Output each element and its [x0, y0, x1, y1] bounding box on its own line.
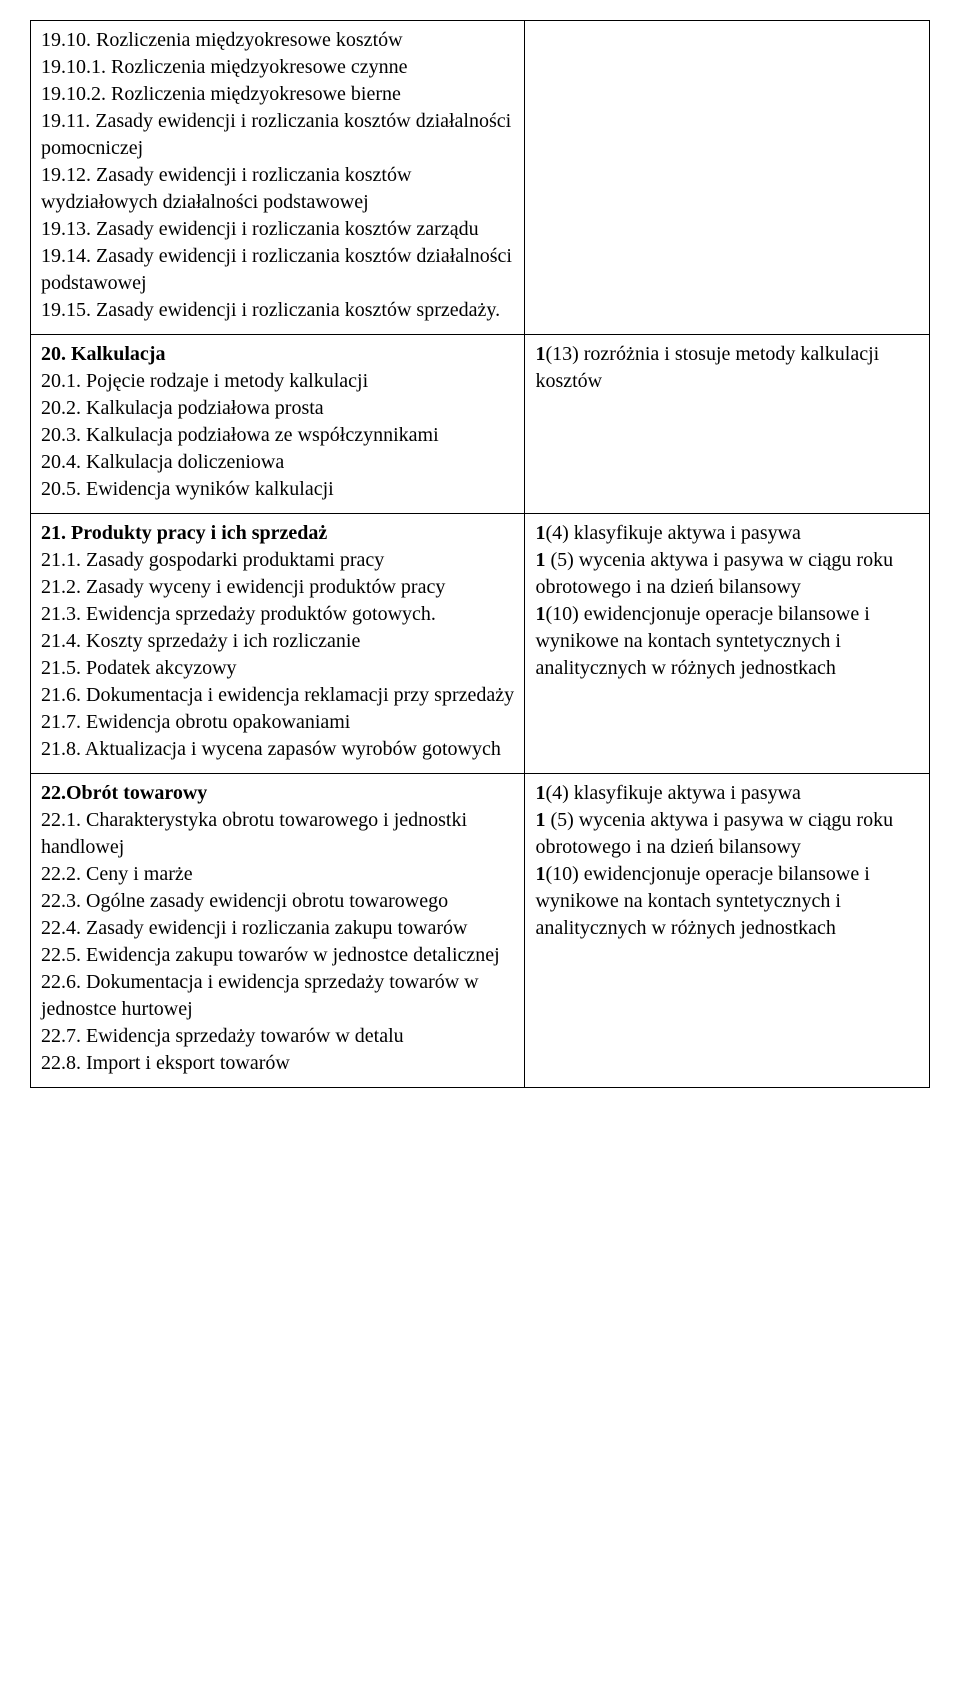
outcome-item: 1 (5) wycenia aktywa i pasywa w ciągu ro… [535, 547, 919, 601]
section-item: 22.6. Dokumentacja i ewidencja sprzedaży… [41, 969, 514, 1023]
outcome-item: 1(4) klasyfikuje aktywa i pasywa [535, 780, 919, 807]
section-item: 22.5. Ewidencja zakupu towarów w jednost… [41, 942, 514, 969]
text-run: 1 [535, 522, 545, 544]
section-item: 21.2. Zasady wyceny i ewidencji produktó… [41, 574, 514, 601]
right-cell: 1(4) klasyfikuje aktywa i pasywa1 (5) wy… [525, 774, 930, 1088]
section-item: 19.11. Zasady ewidencji i rozliczania ko… [41, 108, 514, 162]
section-item: 22.1. Charakterystyka obrotu towarowego … [41, 807, 514, 861]
text-run: 1 [535, 343, 545, 365]
left-cell: 19.10. Rozliczenia międzyokresowe kosztó… [31, 21, 525, 335]
right-cell [525, 21, 930, 335]
section-item: 19.10.2. Rozliczenia międzyokresowe bier… [41, 81, 514, 108]
section-item: 20.4. Kalkulacja doliczeniowa [41, 449, 514, 476]
outcome-item: 1(10) ewidencjonuje operacje bilansowe i… [535, 861, 919, 942]
table-row: 20. Kalkulacja20.1. Pojęcie rodzaje i me… [31, 335, 930, 514]
text-run: (10) ewidencjonuje operacje bilansowe i … [535, 603, 869, 679]
outcome-item: 1(13) rozróżnia i stosuje metody kalkula… [535, 341, 919, 395]
section-item: 22.3. Ogólne zasady ewidencji obrotu tow… [41, 888, 514, 915]
section-item: 21.4. Koszty sprzedaży i ich rozliczanie [41, 628, 514, 655]
section-heading: 21. Produkty pracy i ich sprzedaż [41, 520, 514, 547]
text-run: (4) klasyfikuje aktywa i pasywa [545, 522, 800, 544]
section-item: 20.1. Pojęcie rodzaje i metody kalkulacj… [41, 368, 514, 395]
outcome-item: 1(10) ewidencjonuje operacje bilansowe i… [535, 601, 919, 682]
syllabus-table: 19.10. Rozliczenia międzyokresowe kosztó… [30, 20, 930, 1088]
section-item: 22.2. Ceny i marże [41, 861, 514, 888]
section-item: 21.1. Zasady gospodarki produktami pracy [41, 547, 514, 574]
outcome-item: 1(4) klasyfikuje aktywa i pasywa [535, 520, 919, 547]
section-item: 22.8. Import i eksport towarów [41, 1050, 514, 1077]
section-item: 21.7. Ewidencja obrotu opakowaniami [41, 709, 514, 736]
outcome-item: 1 (5) wycenia aktywa i pasywa w ciągu ro… [535, 807, 919, 861]
section-item: 19.15. Zasady ewidencji i rozliczania ko… [41, 297, 514, 324]
section-item: 20.2. Kalkulacja podziałowa prosta [41, 395, 514, 422]
text-run: (13) rozróżnia i stosuje metody kalkulac… [535, 343, 879, 392]
text-run: (5) wycenia aktywa i pasywa w ciągu roku… [535, 549, 893, 598]
right-cell: 1(4) klasyfikuje aktywa i pasywa1 (5) wy… [525, 514, 930, 774]
text-run: (5) wycenia aktywa i pasywa w ciągu roku… [535, 809, 893, 858]
left-cell: 22.Obrót towarowy22.1. Charakterystyka o… [31, 774, 525, 1088]
text-run: (4) klasyfikuje aktywa i pasywa [545, 782, 800, 804]
section-item: 19.10. Rozliczenia międzyokresowe kosztó… [41, 27, 514, 54]
section-item: 21.3. Ewidencja sprzedaży produktów goto… [41, 601, 514, 628]
section-item: 21.8. Aktualizacja i wycena zapasów wyro… [41, 736, 514, 763]
text-run: (10) ewidencjonuje operacje bilansowe i … [535, 863, 869, 939]
section-item: 19.10.1. Rozliczenia międzyokresowe czyn… [41, 54, 514, 81]
document-page: 19.10. Rozliczenia międzyokresowe kosztó… [0, 0, 960, 1118]
text-run: 1 [535, 603, 545, 625]
section-heading: 22.Obrót towarowy [41, 780, 514, 807]
left-cell: 21. Produkty pracy i ich sprzedaż21.1. Z… [31, 514, 525, 774]
section-item: 19.14. Zasady ewidencji i rozliczania ko… [41, 243, 514, 297]
section-item: 19.13. Zasady ewidencji i rozliczania ko… [41, 216, 514, 243]
table-row: 21. Produkty pracy i ich sprzedaż21.1. Z… [31, 514, 930, 774]
section-item: 20.5. Ewidencja wyników kalkulacji [41, 476, 514, 503]
section-item: 21.6. Dokumentacja i ewidencja reklamacj… [41, 682, 514, 709]
text-run: 1 [535, 549, 550, 571]
section-item: 22.7. Ewidencja sprzedaży towarów w deta… [41, 1023, 514, 1050]
section-item: 21.5. Podatek akcyzowy [41, 655, 514, 682]
text-run: 1 [535, 863, 545, 885]
table-body: 19.10. Rozliczenia międzyokresowe kosztó… [31, 21, 930, 1088]
text-run: 1 [535, 782, 545, 804]
left-cell: 20. Kalkulacja20.1. Pojęcie rodzaje i me… [31, 335, 525, 514]
text-run: 1 [535, 809, 550, 831]
section-item: 20.3. Kalkulacja podziałowa ze współczyn… [41, 422, 514, 449]
table-row: 19.10. Rozliczenia międzyokresowe kosztó… [31, 21, 930, 335]
table-row: 22.Obrót towarowy22.1. Charakterystyka o… [31, 774, 930, 1088]
section-heading: 20. Kalkulacja [41, 341, 514, 368]
right-cell: 1(13) rozróżnia i stosuje metody kalkula… [525, 335, 930, 514]
section-item: 22.4. Zasady ewidencji i rozliczania zak… [41, 915, 514, 942]
section-item: 19.12. Zasady ewidencji i rozliczania ko… [41, 162, 514, 216]
